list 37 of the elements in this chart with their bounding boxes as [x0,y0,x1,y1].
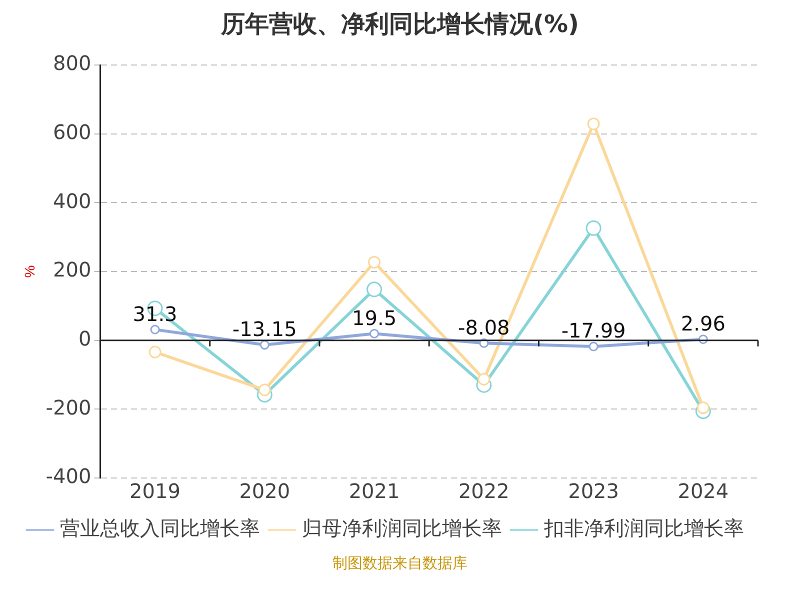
x-tick-label: 2022 [458,479,510,504]
x-tick-label: 2019 [130,479,180,504]
data-label: 31.3 [132,302,178,326]
point [587,118,600,130]
data-label: -17.99 [561,318,626,343]
legend-label: 扣非净利润同比增长率 [543,516,744,540]
point [260,340,270,350]
legend-label: 营业总收入同比增长率 [60,516,260,540]
y-tick-label: 800 [53,51,92,76]
y-tick-label: -200 [46,395,92,420]
point [148,346,162,358]
point [150,324,160,334]
y-tick-label: 200 [53,258,92,282]
chart-title: 历年营收、净利同比增长情况(%) [220,9,580,40]
legend-label: 归母净利润同比增长率 [302,516,502,540]
data-label: 19.5 [352,306,397,330]
point [368,256,381,268]
point [366,282,382,298]
point [586,220,602,236]
point [696,402,710,414]
point [370,328,380,338]
y-tick-label: 600 [53,120,92,144]
point [258,384,271,396]
y-axis-title: % [21,265,38,278]
y-tick-label: 0 [78,326,92,351]
x-tick-label: 2024 [678,479,729,504]
x-tick-label: 2023 [568,479,619,504]
x-tick-label: 2020 [239,479,290,504]
point [478,372,490,386]
y-tick-label: 400 [53,188,92,213]
text: 制图数据来自数据库 [332,554,468,573]
y-tick-label: -400 [46,464,92,488]
data-label: -13.15 [232,317,297,342]
point [588,342,598,352]
data-label: 2.96 [680,312,726,336]
data-label: -8.08 [458,315,510,340]
x-tick-label: 2021 [348,479,400,504]
